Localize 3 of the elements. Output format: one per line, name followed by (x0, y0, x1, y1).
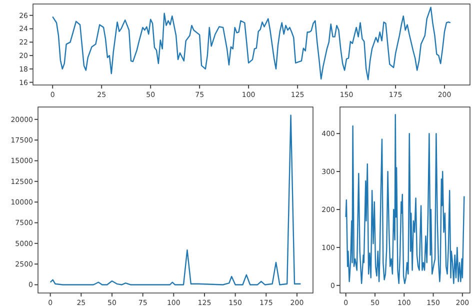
line-series (50, 114, 302, 286)
line-series (345, 114, 465, 284)
line-series (52, 6, 452, 80)
